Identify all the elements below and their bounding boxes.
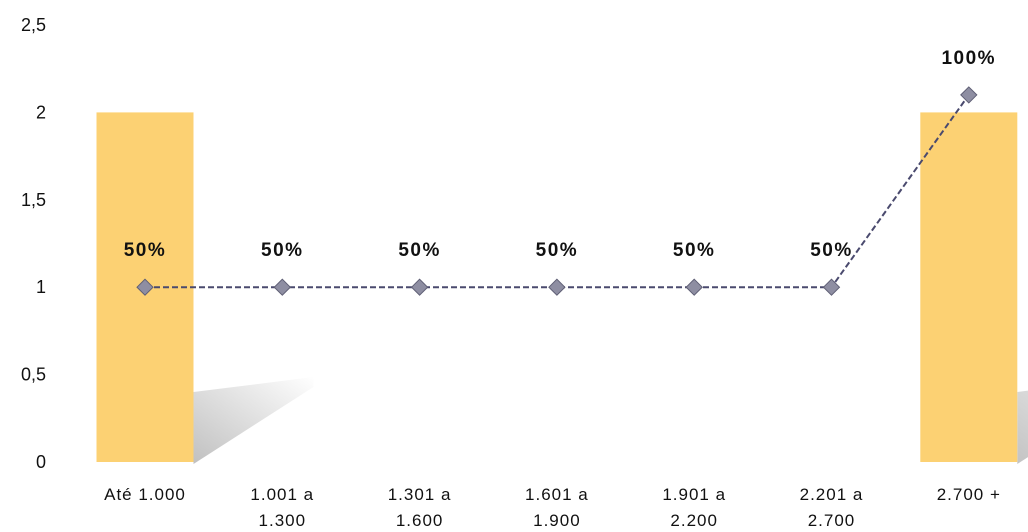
x-tick-label: 2.201 a 2.700 [800,485,864,530]
y-tick-label: 1,5 [21,190,46,210]
data-label: 100% [941,48,996,69]
x-tick-label: 1.901 a 2.200 [662,485,726,530]
x-tick-label: 1.001 a 1.300 [250,485,314,530]
y-tick-label: 2 [36,102,46,122]
data-label: 50% [261,240,304,261]
x-tick-label: 1.601 a 1.900 [525,485,589,530]
data-label: 50% [673,240,716,261]
series-marker [136,278,154,296]
bar [920,112,1018,463]
series-marker [273,278,292,296]
y-tick-label: 1 [36,277,46,297]
series-marker [548,278,566,296]
x-tick-label: 1.301 a 1.600 [388,485,452,530]
y-tick-label: 0 [36,452,46,472]
series-marker [685,278,703,296]
x-tick-label: Até 1.000 [104,485,186,504]
bar-shadow [193,377,314,464]
x-tick-label: 2.700 + [937,485,1001,504]
series-marker [410,278,429,296]
series-marker [960,86,978,104]
data-label: 50% [124,240,167,261]
data-label: 50% [810,240,853,261]
y-tick-label: 0,5 [21,365,46,385]
data-label: 50% [398,240,441,261]
series-marker [822,278,841,296]
bar-shadow [1017,390,1028,464]
data-label: 50% [536,240,579,261]
y-tick-label: 2,5 [21,15,46,35]
